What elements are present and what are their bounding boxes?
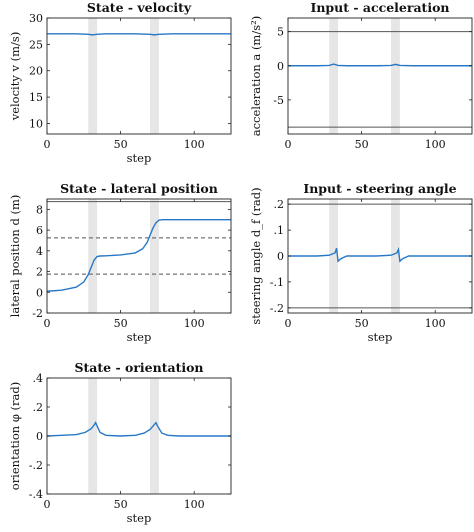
y-tick-label: 25: [29, 38, 43, 51]
shaded-interval-0: [329, 199, 339, 313]
chart-title: Input - steering angle: [303, 181, 456, 196]
shaded-interval-0: [88, 18, 98, 134]
y-tick-label: -5: [273, 94, 284, 107]
x-axis-label: step: [127, 511, 152, 525]
y-axis-label: velocity v (m/s): [8, 32, 22, 122]
y-tick-label: -.2: [29, 459, 43, 472]
y-axis-label: steering angle d_f (rad): [249, 187, 263, 324]
y-tick-label: -.1: [270, 276, 284, 289]
plot-area: [47, 199, 231, 313]
shaded-interval-1: [391, 199, 400, 313]
subplot-orientation: 0 50 100 -.4 -.2 0 .2 .4 State - orientation step…: [8, 360, 232, 525]
y-tick-label: .1: [274, 224, 285, 237]
y-tick-label: 5: [277, 26, 284, 39]
x-tick-label: 50: [114, 498, 128, 511]
x-tick-label: 0: [285, 317, 292, 330]
chart-title: Input - acceleration: [310, 0, 449, 15]
chart-title: State - orientation: [74, 360, 203, 375]
shaded-interval-0: [88, 378, 98, 494]
y-tick-label: 0: [277, 60, 284, 73]
subplot-velocity: 0 50 100 10 15 20 25 30 State - velocity step velo…: [8, 0, 232, 165]
x-tick-label: 50: [355, 138, 369, 151]
y-tick-label: 30: [29, 12, 43, 25]
shaded-interval-1: [150, 18, 159, 134]
series-line-0: [46, 421, 231, 437]
shaded-interval-0: [88, 199, 98, 313]
y-tick-label: .2: [33, 401, 44, 414]
subplot-acceleration: 0 50 100 -5 0 5 Input - acceleration accelerati…: [249, 0, 473, 151]
shaded-interval-1: [150, 199, 159, 313]
series-line-0: [288, 246, 472, 263]
y-tick-label: 0: [36, 286, 43, 299]
subplot-steering-angle: 0 50 100 -.2 -.1 0 .1 .2 Input - steering angle s…: [249, 181, 473, 344]
x-axis-label: step: [127, 330, 152, 344]
y-tick-label: 15: [29, 91, 43, 104]
plot-area: [47, 18, 231, 134]
y-tick-label: 0: [277, 250, 284, 263]
series-line-0: [288, 63, 472, 67]
shaded-interval-0: [329, 18, 339, 134]
y-axis-label: orientation φ (rad): [8, 382, 22, 490]
y-tick-label: 0: [36, 430, 43, 443]
series-line-0: [47, 33, 231, 36]
x-tick-label: 100: [184, 138, 205, 151]
x-tick-label: 0: [44, 138, 51, 151]
y-tick-label: 2: [36, 266, 43, 279]
axes-frame: [46, 198, 232, 314]
y-axis-label: lateral position d (m): [8, 195, 22, 318]
shaded-interval-1: [391, 18, 400, 134]
y-axis-label: acceleration a (m/s²): [249, 16, 263, 136]
y-tick-label: .2: [274, 198, 285, 211]
x-axis-label: step: [368, 330, 393, 344]
x-tick-label: 0: [44, 498, 51, 511]
x-tick-label: 100: [425, 317, 446, 330]
axes-frame: [46, 17, 232, 135]
y-tick-label: 20: [29, 65, 43, 78]
plot-area: [288, 18, 472, 134]
y-tick-label: 6: [36, 224, 43, 237]
x-tick-label: 100: [425, 138, 446, 151]
x-tick-label: 50: [114, 317, 128, 330]
x-tick-label: 0: [44, 317, 51, 330]
x-tick-label: 100: [184, 498, 205, 511]
y-tick-label: .4: [33, 372, 44, 385]
y-tick-label: 4: [36, 245, 43, 258]
y-tick-label: -.2: [270, 302, 284, 315]
y-tick-label: -2: [32, 307, 43, 320]
y-tick-label: 10: [29, 117, 43, 130]
y-tick-label: -.4: [29, 488, 43, 501]
axes-frame: [287, 17, 473, 135]
shaded-interval-1: [150, 378, 159, 494]
x-tick-label: 50: [355, 317, 369, 330]
x-tick-label: 100: [184, 317, 205, 330]
x-tick-label: 0: [285, 138, 292, 151]
x-tick-label: 50: [114, 138, 128, 151]
y-tick-label: 8: [36, 203, 43, 216]
x-axis-label: step: [127, 151, 152, 165]
chart-title: State - lateral position: [60, 181, 218, 196]
chart-title: State - velocity: [87, 0, 192, 15]
series-line-0: [46, 219, 231, 292]
